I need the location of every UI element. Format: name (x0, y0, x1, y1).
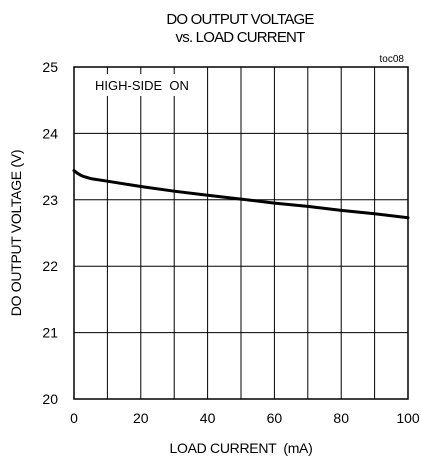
x-tick-label: 40 (200, 410, 216, 426)
y-axis-label: DO OUTPUT VOLTAGE (V) (8, 150, 24, 316)
y-tick-label: 21 (42, 325, 58, 341)
grid (74, 67, 408, 399)
y-tick-label: 23 (42, 192, 58, 208)
chart-tag: toc08 (380, 54, 405, 65)
x-tick-label: 100 (396, 410, 420, 426)
y-tick-label: 24 (42, 125, 58, 141)
plot-frame (73, 66, 409, 400)
y-tick-label: 20 (42, 391, 58, 407)
annotation-label: HIGH-SIDE ON (95, 78, 189, 93)
x-axis-label: LOAD CURRENT (mA) (170, 440, 313, 456)
y-tick-label: 22 (42, 258, 58, 274)
x-tick-label: 0 (70, 410, 78, 426)
chart-title: DO OUTPUT VOLTAGE (166, 11, 314, 28)
chart-subtitle: vs. LOAD CURRENT (176, 29, 306, 46)
x-tick-label: 80 (333, 410, 349, 426)
tick-labels: 0 20 40 60 80 100 20 21 22 23 24 25 (42, 59, 419, 426)
x-tick-label: 60 (267, 410, 283, 426)
y-tick-label: 25 (42, 59, 58, 75)
annotation-box (82, 74, 202, 96)
series-line (72, 169, 410, 220)
x-tick-label: 20 (133, 410, 149, 426)
